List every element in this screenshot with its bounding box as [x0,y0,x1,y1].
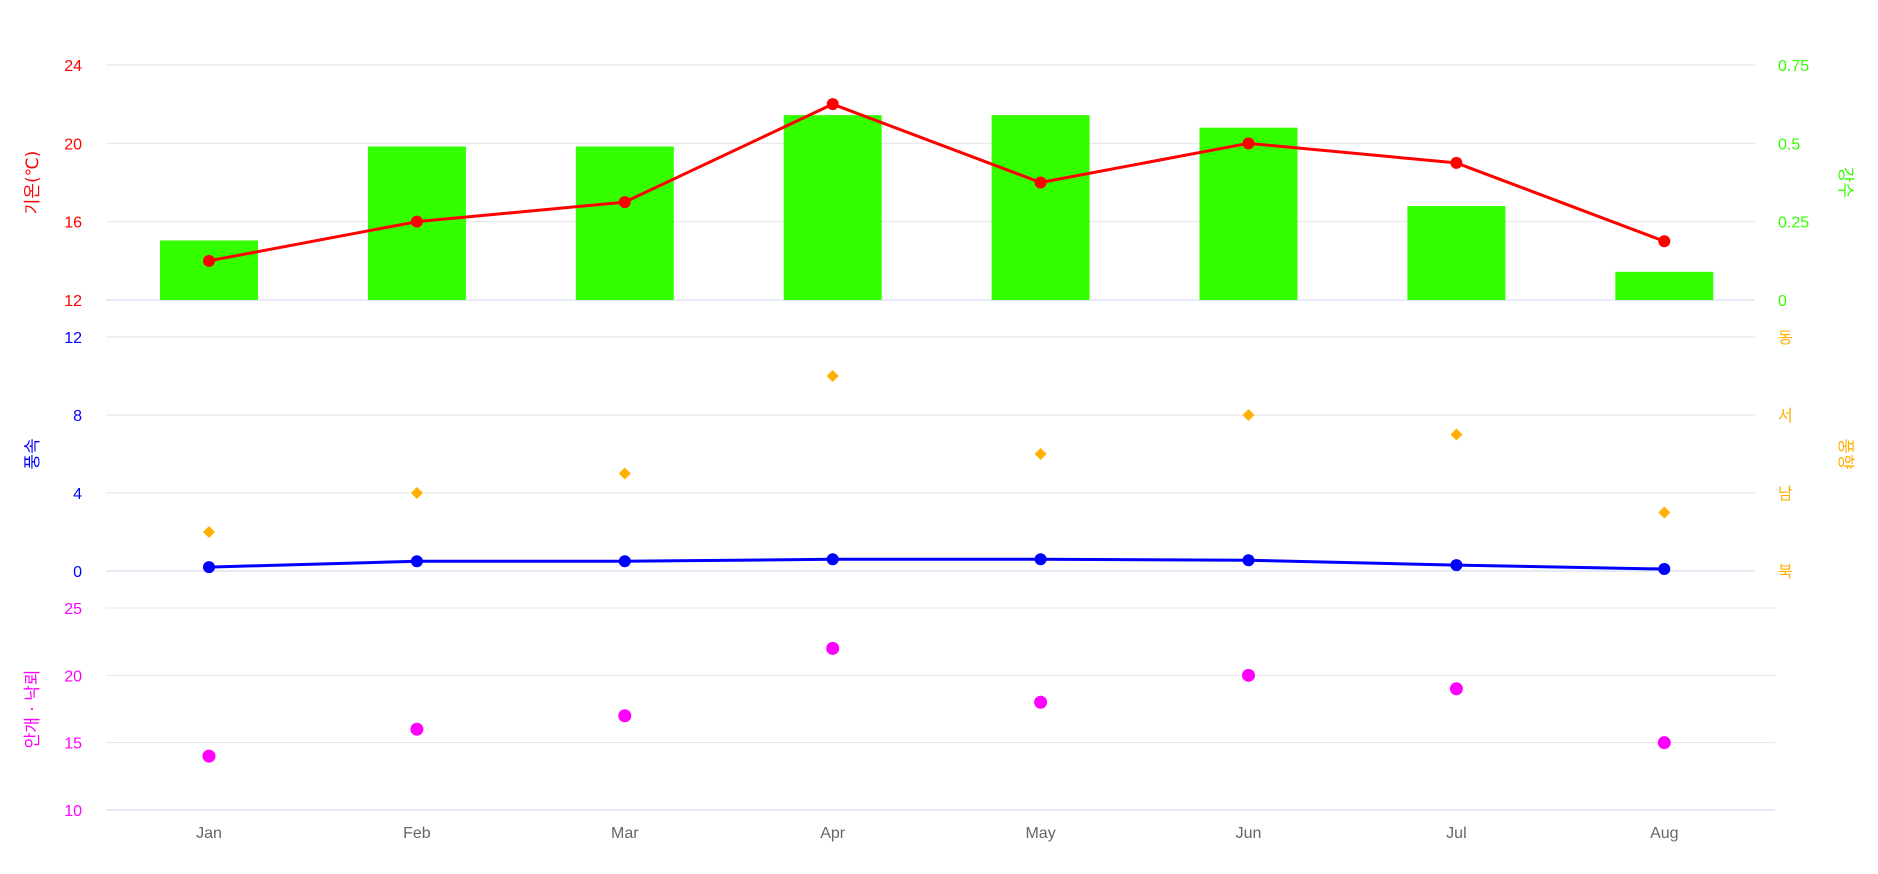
point-middle-jul [1450,559,1463,572]
right-tick-label-top-1: 0.25 [1778,215,1809,232]
x-tick-label-jul: Jul [1446,825,1466,842]
left-axis-title-middle: 풍속 [23,438,43,469]
left-tick-label-bottom-2: 20 [64,668,82,685]
left-tick-label-middle-3: 12 [64,330,82,347]
bar-top-aug [1615,271,1714,300]
right-tick-label-middle-0: 북 [1778,564,1793,581]
diamond-middle-jan [203,526,215,538]
bar-top-jul [1407,206,1506,300]
point-middle-mar [618,555,631,568]
bar-top-apr [783,115,882,300]
dot-bottom-feb [410,722,424,736]
grid-lines [106,64,1775,811]
precipitation-bars [160,115,1714,301]
dot-bottom-may [1034,695,1048,709]
series-layer [202,98,1671,763]
x-tick-label-apr: Apr [820,825,846,842]
point-middle-apr [826,553,839,566]
dot-bottom-jul [1449,682,1463,696]
point-middle-jan [203,561,215,574]
point-top-apr [826,98,839,111]
point-top-may [1034,176,1047,189]
left-axis-title-bottom: 안개 · 낙뢰 [23,670,43,749]
left-tick-label-bottom-1: 15 [64,736,82,753]
bar-top-mar [575,146,674,300]
diamond-middle-jun [1242,409,1255,421]
right-tick-label-top-3: 0.75 [1778,58,1809,75]
point-top-jul [1450,156,1463,169]
point-middle-may [1034,553,1047,566]
left-tick-label-bottom-3: 25 [64,601,82,618]
x-tick-label-jan: Jan [196,825,222,842]
dot-bottom-jun [1242,668,1255,682]
right-tick-label-middle-3: 동 [1778,330,1793,347]
diamond-middle-feb [410,487,423,499]
x-tick-label-may: May [1025,825,1055,842]
point-middle-feb [410,555,423,568]
right-tick-label-top-0: 0 [1778,293,1787,310]
point-top-jan [203,254,215,267]
diamond-middle-may [1034,448,1047,460]
diamond-middle-aug [1658,506,1671,519]
left-tick-label-top-2: 20 [64,136,82,153]
point-middle-aug [1658,563,1671,576]
left-tick-label-top-0: 12 [64,293,82,310]
x-tick-label-jun: Jun [1236,825,1262,842]
right-tick-label-middle-2: 서 [1778,407,1793,425]
left-tick-label-top-1: 16 [64,215,82,232]
line-top-series-1 [208,102,1665,263]
right-tick-label-middle-1: 남 [1778,485,1793,503]
left-tick-label-middle-1: 4 [73,486,82,503]
dot-bottom-mar [618,709,632,723]
diamond-middle-mar [618,467,631,480]
point-middle-jun [1242,554,1255,567]
left-tick-label-middle-2: 8 [73,408,82,425]
right-axis-title-middle: 풍향 [1835,438,1855,469]
bar-top-jan [160,240,258,300]
left-axis-title-top: 기온(℃) [23,151,43,215]
right-axis-title-top: 강수 [1835,167,1855,198]
line-middle-series-0 [208,557,1665,571]
point-top-aug [1658,235,1671,248]
right-tick-label-top-2: 0.5 [1778,136,1800,153]
point-top-mar [618,196,631,209]
x-tick-label-aug: Aug [1650,825,1678,842]
bar-top-may [991,115,1090,300]
dot-bottom-apr [826,641,840,655]
diamond-middle-jul [1450,428,1463,441]
x-tick-label-mar: Mar [611,825,639,842]
left-tick-label-bottom-0: 10 [64,803,82,820]
bar-top-jun [1199,127,1298,301]
x-tick-label-feb: Feb [403,825,431,842]
point-top-feb [410,215,423,228]
dot-bottom-jan [202,749,216,763]
axis-labels: 12 16 20 24 기온(℃) 0 0.25 0.5 0.75 강수 0 4 8 12 풍속북 남 서 동풍향… [23,58,1855,842]
dot-bottom-aug [1657,736,1671,750]
left-tick-label-middle-0: 0 [73,564,82,581]
diamond-middle-apr [826,370,839,382]
left-tick-label-top-3: 24 [64,58,82,75]
point-top-jun [1242,137,1255,150]
